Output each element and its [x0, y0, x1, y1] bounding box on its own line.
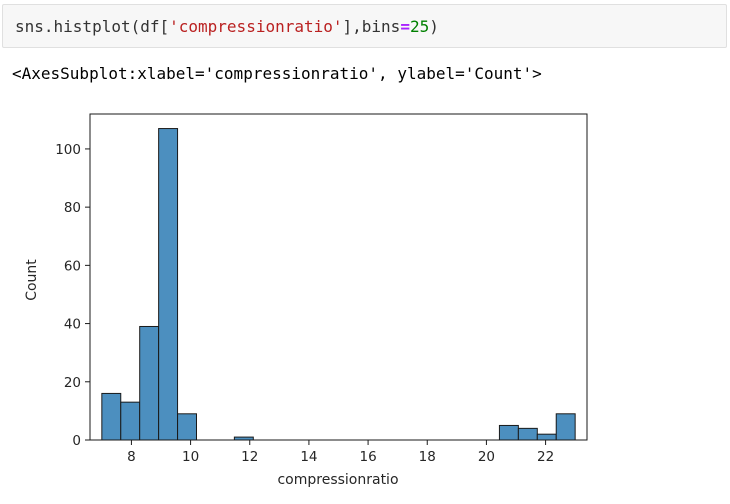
code-operator: = [400, 17, 410, 36]
histogram-bar [517, 427, 538, 441]
x-axis-label: compressionratio [277, 472, 398, 488]
histogram-bar [536, 433, 557, 441]
histogram-bar [139, 325, 160, 441]
output-repr-text: <AxesSubplot:xlabel='compressionratio', … [12, 64, 542, 83]
x-tick-label: 20 [478, 449, 495, 465]
x-axis-ticks: 8 10 12 14 16 18 20 22 [127, 440, 554, 465]
y-axis-label: Count [24, 259, 40, 301]
histogram-bar [101, 392, 122, 441]
y-tick-label: 60 [64, 258, 81, 274]
histogram-bar [233, 436, 254, 441]
histogram-bar [498, 424, 519, 441]
x-tick-label: 18 [419, 449, 436, 465]
code-line[interactable]: sns.histplot(df['compressionratio'],bins… [15, 17, 439, 37]
x-tick-label: 16 [359, 449, 376, 465]
y-tick-label: 40 [64, 317, 81, 333]
x-tick-label: 14 [300, 449, 317, 465]
histogram-bar [555, 413, 576, 441]
histogram-bar [120, 401, 141, 441]
bars-group [101, 128, 576, 441]
code-mid: ],bins [342, 17, 401, 36]
code-number-literal: 25 [409, 17, 430, 36]
y-tick-label: 80 [64, 200, 81, 216]
plot-frame [89, 113, 588, 441]
code-suffix: ) [429, 17, 439, 36]
y-tick-label: 100 [55, 142, 81, 158]
code-prefix: sns.histplot(df[ [15, 17, 170, 36]
code-string-literal: 'compressionratio' [169, 17, 343, 36]
y-tick-label: 20 [64, 375, 81, 391]
y-axis-ticks: 0 20 40 60 80 100 [55, 142, 90, 449]
histogram-bar [177, 413, 198, 441]
x-tick-label: 8 [127, 449, 136, 465]
histogram-bar [158, 128, 179, 441]
y-tick-label: 0 [72, 433, 81, 449]
x-tick-label: 22 [537, 449, 554, 465]
code-input-cell[interactable]: sns.histplot(df['compressionratio'],bins… [2, 4, 727, 48]
x-tick-label: 12 [241, 449, 258, 465]
x-tick-label: 10 [182, 449, 199, 465]
